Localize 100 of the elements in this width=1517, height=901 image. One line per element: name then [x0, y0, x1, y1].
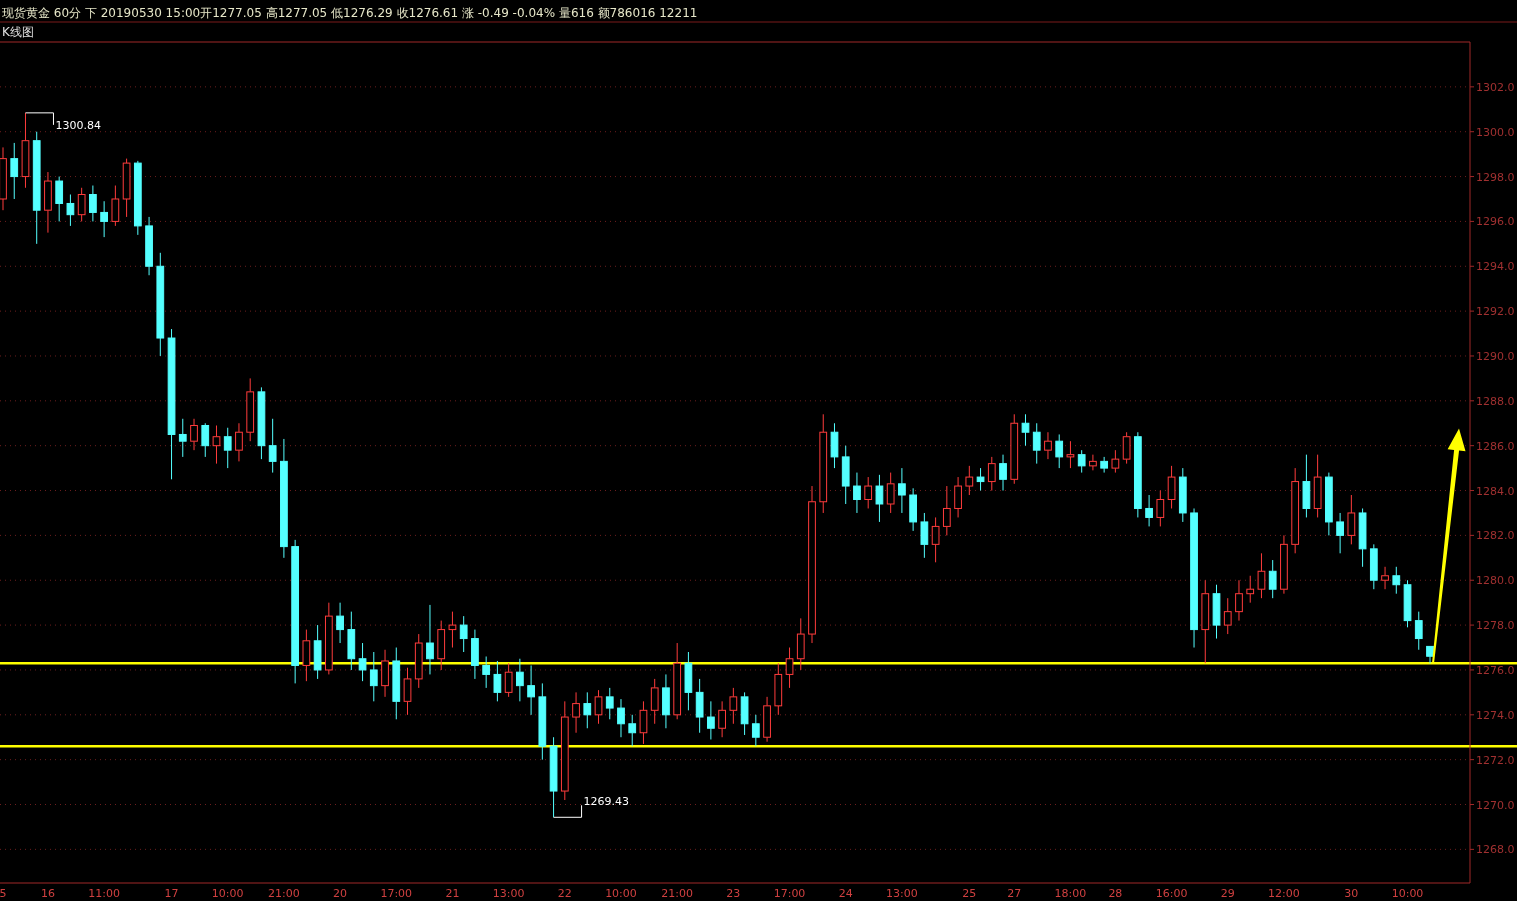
- y-tick-label: 1290.0: [1476, 349, 1515, 363]
- candlestick: [381, 649, 389, 698]
- x-tick-label: 10:00: [605, 887, 637, 900]
- x-tick-label: 17: [164, 887, 179, 900]
- candlestick: [527, 664, 535, 716]
- candlestick: [684, 651, 693, 711]
- x-tick-label: 30: [1344, 887, 1359, 900]
- candlestick: [673, 642, 682, 720]
- candlestick: [1066, 440, 1075, 469]
- candlestick: [1122, 431, 1131, 465]
- candlestick: [358, 642, 367, 682]
- candlestick: [1133, 431, 1142, 518]
- y-tick-label: 1298.0: [1476, 170, 1515, 184]
- x-tick-label: 27: [1007, 887, 1022, 900]
- candlestick: [10, 142, 19, 200]
- candlestick: [999, 454, 1007, 492]
- candlestick: [707, 700, 715, 740]
- candlestick: [695, 678, 704, 734]
- candlestick: [504, 662, 513, 698]
- y-tick-label: 1276.0: [1476, 663, 1515, 677]
- x-tick-label: 17:00: [773, 887, 806, 900]
- candlestick: [819, 413, 828, 514]
- y-tick-label: 1284.0: [1476, 484, 1515, 498]
- candlestick: [1055, 433, 1064, 469]
- candlestick: [1044, 431, 1052, 460]
- x-tick-label: 20: [333, 887, 348, 900]
- annotation: 1300.84: [55, 118, 101, 132]
- candlestick: [909, 487, 917, 532]
- y-tick-label: 1272.0: [1476, 753, 1515, 767]
- x-tick-label: 13:00: [492, 887, 525, 900]
- candlestick: [302, 629, 311, 682]
- candlestick: [257, 386, 266, 460]
- candlestick: [538, 682, 547, 761]
- x-tick-label: 5: [0, 887, 7, 900]
- candlestick: [1100, 456, 1109, 474]
- x-tick-label: 10:00: [1391, 887, 1424, 900]
- candlestick: [785, 647, 794, 689]
- y-tick-label: 1296.0: [1476, 215, 1515, 229]
- y-tick-label: 1282.0: [1476, 529, 1515, 543]
- x-tick-label: 23: [726, 887, 741, 900]
- candlestick: [774, 662, 783, 716]
- x-tick-label: 17:00: [380, 887, 413, 900]
- candlestick: [156, 252, 165, 357]
- candlestick: [1201, 579, 1210, 664]
- candlestick: [1089, 454, 1097, 471]
- candlestick: [280, 438, 288, 559]
- candlestick: [403, 667, 412, 716]
- candlestick: [1010, 413, 1019, 485]
- x-tick-label: 29: [1220, 887, 1235, 900]
- x-tick-label: 13:00: [886, 887, 918, 900]
- candlestick: [1235, 579, 1243, 622]
- candlestick: [190, 418, 198, 451]
- x-tick-label: 25: [962, 887, 977, 900]
- candlestick: [841, 445, 850, 505]
- candlestick: [1280, 534, 1288, 595]
- candlestick: [100, 200, 108, 238]
- chart-subtitle: K线图: [2, 25, 34, 39]
- candlestick: [1358, 507, 1367, 568]
- candlestick: [662, 673, 670, 729]
- candlestick: [448, 611, 457, 649]
- candlestick: [111, 185, 120, 227]
- candlestick: [583, 691, 592, 729]
- candlestick: [1032, 422, 1041, 465]
- x-tick-label: 22: [557, 887, 572, 900]
- candlestick: [426, 604, 434, 675]
- candlestick: [808, 485, 816, 644]
- candlestick: [1336, 512, 1344, 554]
- candlestick: [347, 611, 356, 671]
- y-tick-label: 1268.0: [1476, 843, 1515, 857]
- candlestick: [89, 185, 97, 222]
- candlestick: [482, 655, 491, 689]
- annotation: 1269.43: [583, 795, 630, 809]
- y-tick-label: 1302.0: [1476, 80, 1515, 94]
- candlestick: [145, 216, 153, 276]
- x-tick-label: 16:00: [1155, 887, 1188, 900]
- candlestick: [875, 474, 884, 523]
- candlestick: [718, 700, 726, 738]
- candlestick: [796, 617, 805, 671]
- candlestick: [201, 422, 210, 458]
- candlestick: [763, 696, 771, 743]
- candlestick: [44, 171, 52, 234]
- candlestick: [291, 539, 300, 684]
- candlestick: [516, 658, 524, 702]
- y-tick-label: 1300.0: [1476, 125, 1515, 139]
- y-tick-label: 1280.0: [1476, 574, 1515, 588]
- candlestick: [0, 146, 7, 211]
- candlestick: [268, 418, 277, 474]
- candlestick: [830, 422, 839, 469]
- candlestick: [178, 418, 187, 458]
- x-tick-label: 12:00: [1268, 887, 1300, 900]
- candlestick: [572, 691, 580, 734]
- candlestick: [324, 602, 333, 675]
- candlestick: [1021, 413, 1030, 447]
- y-tick-label: 1288.0: [1476, 394, 1515, 408]
- y-tick-label: 1274.0: [1476, 708, 1515, 722]
- candlestick: [549, 736, 558, 818]
- x-tick-label: 11:00: [88, 887, 120, 900]
- x-tick-label: 24: [838, 887, 853, 900]
- x-tick-label: 18:00: [1054, 887, 1087, 900]
- candlestick: [21, 112, 30, 189]
